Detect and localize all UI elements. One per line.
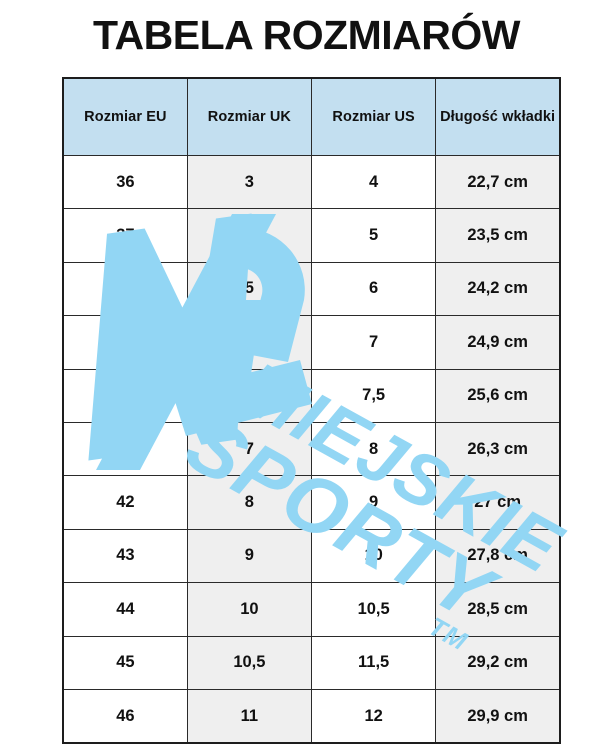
- cell-insole-length: 26,3 cm: [435, 421, 561, 477]
- table-row: 39 6 7 24,9 cm: [62, 315, 561, 370]
- cell-size-uk: 3: [186, 154, 313, 210]
- cell-size-eu: 46: [62, 688, 188, 744]
- cell-size-uk: 5: [186, 261, 313, 317]
- cell-size-us: 6: [310, 261, 437, 317]
- cell-size-eu: 45: [62, 635, 188, 690]
- cell-size-eu: 44: [62, 582, 188, 637]
- table-header-row: Rozmiar EU Rozmiar UK Rozmiar US Długość…: [62, 77, 561, 156]
- size-chart-table: Rozmiar EU Rozmiar UK Rozmiar US Długość…: [62, 77, 561, 745]
- column-header-us: Rozmiar US: [310, 77, 437, 156]
- cell-size-eu: 39: [62, 315, 188, 370]
- cell-size-uk: 8: [186, 475, 313, 530]
- cell-insole-length: 25,6 cm: [435, 368, 561, 423]
- cell-size-us: 12: [310, 688, 437, 744]
- cell-insole-length: 24,9 cm: [435, 315, 561, 370]
- cell-size-eu: 38: [62, 261, 188, 317]
- column-header-insole: Długość wkładki: [435, 77, 561, 156]
- cell-insole-length: 24,2 cm: [435, 261, 561, 317]
- cell-size-us: 8: [310, 421, 437, 477]
- cell-size-us: 10,5: [310, 582, 437, 637]
- cell-size-eu: 40: [62, 368, 188, 423]
- table-row: 44 10 10,5 28,5 cm: [62, 582, 561, 637]
- cell-size-uk: 6: [186, 315, 313, 370]
- cell-size-uk: 6,5: [186, 368, 313, 423]
- table-row: 45 10,5 11,5 29,2 cm: [62, 635, 561, 690]
- cell-insole-length: 29,9 cm: [435, 688, 561, 744]
- cell-size-us: 9: [310, 475, 437, 530]
- table-row: 38 5 6 24,2 cm: [62, 261, 561, 317]
- table-row: 41 7 8 26,3 cm: [62, 421, 561, 477]
- column-header-uk: Rozmiar UK: [186, 77, 313, 156]
- table-row: 46 11 12 29,9 cm: [62, 688, 561, 744]
- cell-size-eu: 37: [62, 208, 188, 263]
- page-title: TABELA ROZMIARÓW: [93, 12, 520, 58]
- cell-size-uk: 4: [186, 208, 313, 263]
- cell-size-us: 4: [310, 154, 437, 210]
- cell-size-uk: 11: [186, 688, 313, 744]
- cell-insole-length: 23,5 cm: [435, 208, 561, 263]
- cell-insole-length: 27,8 cm: [435, 528, 561, 584]
- table-row: 43 9 10 27,8 cm: [62, 528, 561, 584]
- cell-size-us: 7,5: [310, 368, 437, 423]
- cell-size-uk: 7: [186, 421, 313, 477]
- table-row: 37 4 5 23,5 cm: [62, 208, 561, 263]
- table-row: 36 3 4 22,7 cm: [62, 154, 561, 210]
- cell-size-us: 11,5: [310, 635, 437, 690]
- table-row: 42 8 9 27 cm: [62, 475, 561, 530]
- cell-insole-length: 28,5 cm: [435, 582, 561, 637]
- table-header: Rozmiar EU Rozmiar UK Rozmiar US Długość…: [62, 77, 561, 156]
- cell-size-eu: 36: [62, 154, 188, 210]
- cell-size-eu: 42: [62, 475, 188, 530]
- cell-size-eu: 43: [62, 528, 188, 584]
- cell-insole-length: 29,2 cm: [435, 635, 561, 690]
- cell-size-uk: 10: [186, 582, 313, 637]
- cell-size-uk: 10,5: [186, 635, 313, 690]
- cell-size-us: 7: [310, 315, 437, 370]
- cell-size-eu: 41: [62, 421, 188, 477]
- cell-insole-length: 27 cm: [435, 475, 561, 530]
- cell-size-us: 5: [310, 208, 437, 263]
- table-body: 36 3 4 22,7 cm 37 4 5 23,5 cm 38 5 6 24,2 cm 39 6 7 24,…: [62, 154, 561, 744]
- cell-size-uk: 9: [186, 528, 313, 584]
- cell-insole-length: 22,7 cm: [435, 154, 561, 210]
- table-row: 40 6,5 7,5 25,6 cm: [62, 368, 561, 423]
- column-header-eu: Rozmiar EU: [62, 77, 188, 156]
- cell-size-us: 10: [310, 528, 437, 584]
